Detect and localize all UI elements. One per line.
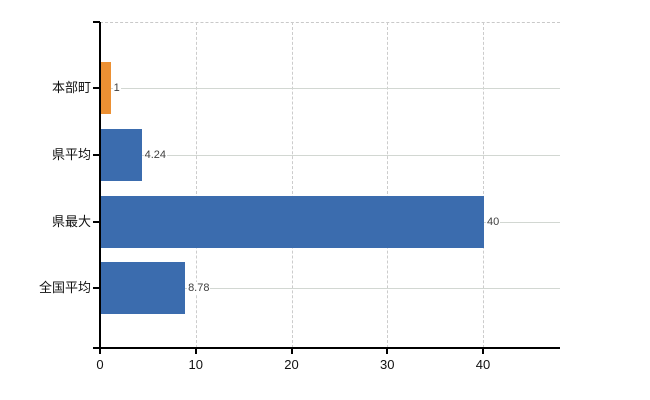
category-label: 全国平均 (38, 280, 91, 295)
category-label: 県最大 (51, 214, 91, 229)
bar (101, 62, 111, 114)
category-tick (93, 87, 100, 89)
x-axis-tick (194, 349, 197, 354)
bar-value-label: 4.24 (143, 149, 168, 161)
horizontal-gridline (100, 155, 560, 156)
horizontal-gridline (100, 88, 560, 89)
category-tick (93, 154, 100, 156)
x-tick-label: 0 (96, 357, 104, 372)
bar-value-label: 40 (486, 216, 501, 228)
x-axis-tick (386, 349, 389, 354)
bar-value-label: 1 (112, 82, 121, 94)
x-axis (93, 347, 560, 349)
bar (101, 262, 186, 314)
category-label: 本部町 (51, 80, 91, 95)
category-label: 県平均 (51, 147, 91, 162)
category-tick (93, 287, 100, 289)
vertical-gridline (483, 22, 484, 348)
x-axis-tick (99, 349, 101, 354)
category-tick (93, 221, 100, 223)
plot-top-border (100, 22, 560, 23)
vertical-gridline (195, 22, 197, 348)
x-axis-tick (482, 349, 484, 354)
bar (101, 196, 484, 248)
y-axis (99, 22, 101, 348)
x-axis-tick (290, 349, 293, 354)
x-tick-label: 30 (380, 357, 395, 372)
horizontal-gridline (100, 288, 560, 289)
vertical-gridline (291, 22, 293, 348)
bar-value-label: 8.78 (187, 282, 211, 294)
y-axis-end-tick (93, 21, 100, 23)
x-tick-label: 20 (284, 357, 299, 372)
bar (101, 129, 142, 181)
x-tick-label: 10 (188, 357, 203, 372)
x-tick-label: 40 (475, 357, 491, 372)
vertical-gridline (387, 22, 389, 348)
